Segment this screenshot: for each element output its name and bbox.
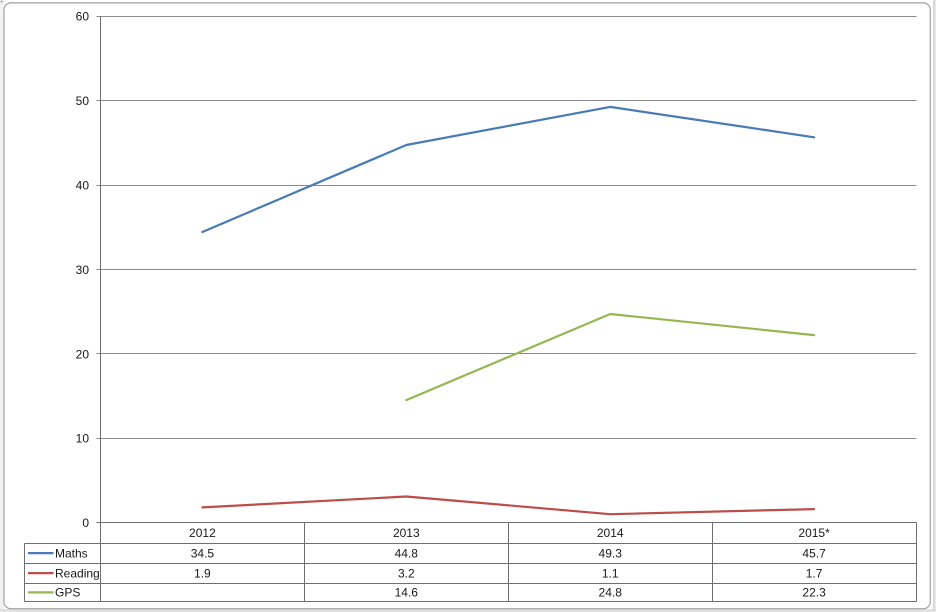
svg-text:Reading: Reading	[55, 566, 100, 580]
svg-text:14.6: 14.6	[395, 586, 419, 600]
svg-text:1.9: 1.9	[194, 566, 211, 580]
svg-text:Maths: Maths	[55, 546, 88, 560]
svg-text:2012: 2012	[189, 526, 216, 540]
svg-text:40: 40	[76, 179, 90, 193]
svg-text:3.2: 3.2	[398, 566, 415, 580]
svg-text:1.7: 1.7	[806, 566, 823, 580]
svg-text:0: 0	[82, 516, 89, 530]
svg-text:2015*: 2015*	[798, 526, 830, 540]
svg-text:10: 10	[76, 432, 90, 446]
svg-text:24.8: 24.8	[599, 586, 623, 600]
svg-text:60: 60	[76, 10, 90, 24]
svg-text:2014: 2014	[597, 526, 624, 540]
svg-text:22.3: 22.3	[802, 586, 826, 600]
svg-text:50: 50	[76, 94, 90, 108]
svg-text:44.8: 44.8	[395, 546, 419, 560]
svg-text:GPS: GPS	[55, 586, 80, 600]
svg-text:2013: 2013	[393, 526, 420, 540]
svg-text:1.1: 1.1	[602, 566, 619, 580]
svg-text:34.5: 34.5	[191, 546, 215, 560]
svg-text:30: 30	[76, 263, 90, 277]
svg-text:20: 20	[76, 347, 90, 361]
svg-text:49.3: 49.3	[599, 546, 623, 560]
svg-text:45.7: 45.7	[802, 546, 826, 560]
